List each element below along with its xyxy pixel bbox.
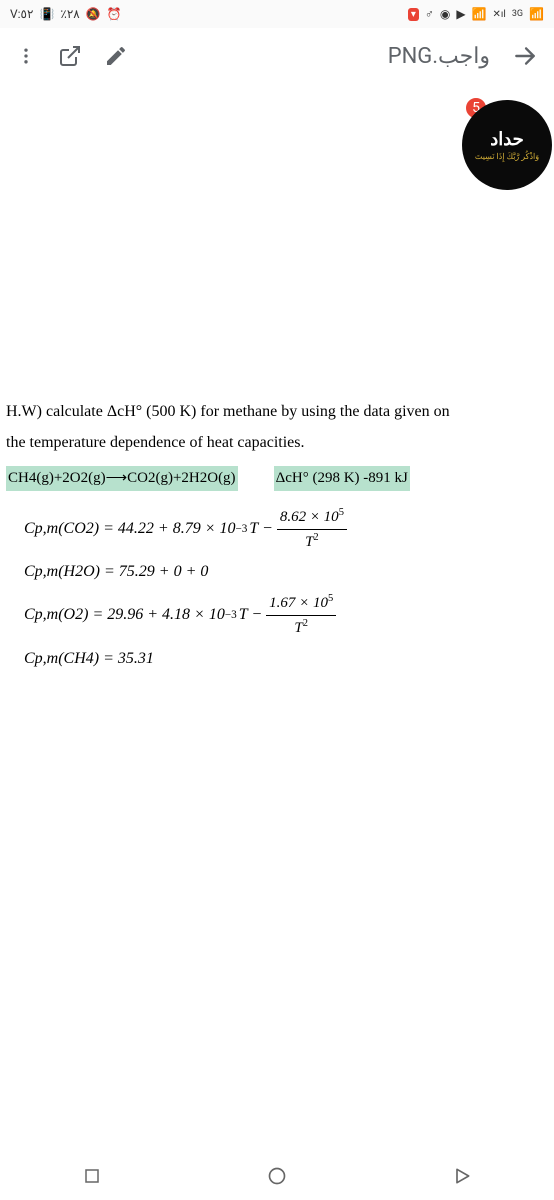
cp-o2-num-pow: 5	[328, 593, 333, 604]
cp-o2-den-pow: 2	[303, 618, 308, 629]
app-bar-left	[16, 44, 128, 68]
cp-o2: Cp,m(O2) = 29.96 + 4.18 × 10−3T − 1.67 ×…	[24, 591, 548, 641]
contact-avatar: حداد وَاذْكُر رَّبَّكَ إِذَا نَسِيتَ	[462, 100, 552, 190]
status-wifi-icon: 📶	[472, 7, 487, 21]
status-percent: ٪٢٨	[60, 7, 79, 21]
cp-co2-frac: 8.62 × 105 T2	[277, 505, 347, 555]
cp-o2-den: T	[294, 620, 302, 636]
cp-co2-pow: −3	[236, 521, 248, 538]
android-nav-bar	[0, 1152, 554, 1200]
status-3g-label: 3G	[512, 9, 523, 19]
formulas-block: Cp,m(CO2) = 44.22 + 8.79 × 10−3T − 8.62 …	[6, 505, 548, 672]
cp-co2-text: Cp,m(CO2) = 44.22 + 8.79 × 10	[24, 517, 236, 542]
more-icon[interactable]	[16, 46, 36, 66]
cp-co2-num: 8.62 × 10	[280, 509, 339, 525]
contact-avatar-wrap[interactable]: 5 حداد وَاذْكُر رَّبَّكَ إِذَا نَسِيتَ	[462, 100, 554, 192]
hw-line-1: H.W) calculate ΔcH° (500 K) for methane …	[6, 400, 548, 425]
status-app-icon: ▾	[408, 8, 419, 21]
status-vibrate-icon: 📳	[39, 7, 54, 21]
reaction-line: CH4(g)+2O2(g)⟶CO2(g)+2H2O(g) ΔcH° (298 K…	[6, 466, 548, 491]
nav-home-button[interactable]	[266, 1165, 288, 1187]
cp-ch4: Cp,m(CH4) = 35.31	[24, 647, 548, 672]
status-left: V:٥٢ 📳 ٪٢٨ 🔕 ⏰	[10, 7, 122, 21]
filename: واجب.PNG	[388, 44, 490, 69]
status-time: V:٥٢	[10, 7, 33, 21]
document-content: H.W) calculate ΔcH° (500 K) for methane …	[6, 400, 548, 677]
status-bar: V:٥٢ 📳 ٪٢٨ 🔕 ⏰ ▾ ♂ ◉ ▶ 📶 ✕ıl 3G 📶	[0, 0, 554, 28]
status-right: ▾ ♂ ◉ ▶ 📶 ✕ıl 3G 📶	[408, 7, 544, 21]
cp-co2: Cp,m(CO2) = 44.22 + 8.79 × 10−3T − 8.62 …	[24, 505, 548, 555]
avatar-subtitle: وَاذْكُر رَّبَّكَ إِذَا نَسِيتَ	[475, 152, 539, 161]
cp-o2-text: Cp,m(O2) = 29.96 + 4.18 × 10	[24, 603, 225, 628]
open-external-icon[interactable]	[58, 44, 82, 68]
cp-co2-den-pow: 2	[313, 532, 318, 543]
nav-recent-button[interactable]	[81, 1165, 103, 1187]
delta-h-298: ΔcH° (298 K) -891 kJ	[274, 466, 410, 491]
cp-o2-frac: 1.67 × 105 T2	[266, 591, 336, 641]
app-bar-right: واجب.PNG	[388, 43, 538, 69]
status-music-icon: ♂	[425, 7, 434, 21]
cp-h2o: Cp,m(H2O) = 75.29 + 0 + 0	[24, 560, 548, 585]
cp-o2-t: T −	[239, 603, 262, 628]
edit-icon[interactable]	[104, 44, 128, 68]
status-video-icon: ▶	[456, 7, 465, 21]
avatar-name: حداد	[490, 129, 524, 150]
cp-co2-t: T −	[249, 517, 272, 542]
app-bar: واجب.PNG	[0, 28, 554, 84]
cp-o2-pow: −3	[225, 607, 237, 624]
status-dnd-icon: 🔕	[86, 7, 101, 21]
cp-o2-num: 1.67 × 10	[269, 595, 328, 611]
status-rec-icon: ◉	[440, 7, 450, 21]
status-signal-icon: 📶	[529, 7, 544, 21]
reaction-equation: CH4(g)+2O2(g)⟶CO2(g)+2H2O(g)	[6, 466, 238, 491]
cp-co2-num-pow: 5	[339, 507, 344, 518]
hw-line-2: the temperature dependence of heat capac…	[6, 431, 548, 456]
status-nosim-icon: ✕ıl	[493, 9, 506, 20]
nav-back-button[interactable]	[451, 1165, 473, 1187]
back-icon[interactable]	[512, 43, 538, 69]
status-alarm-icon: ⏰	[107, 7, 122, 21]
